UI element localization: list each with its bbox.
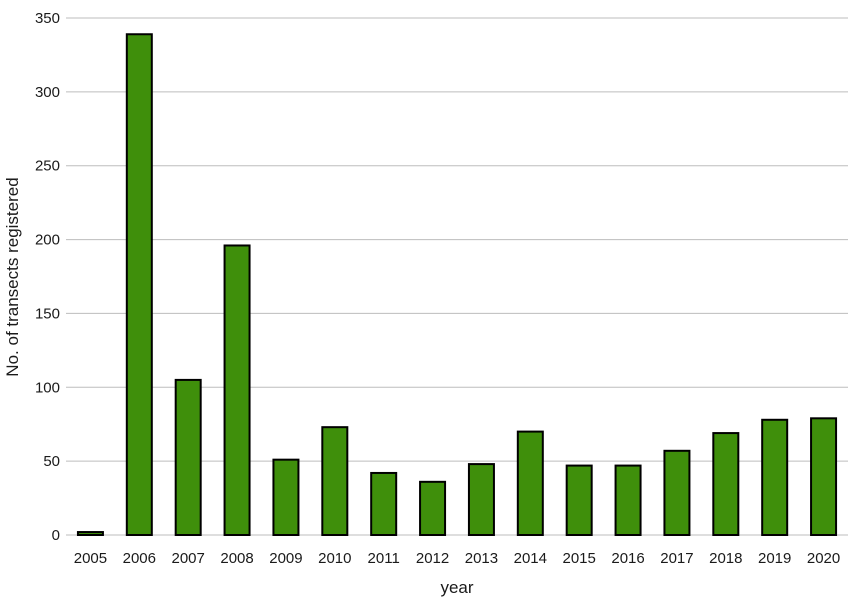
bar-2005 [76,531,104,537]
y-axis-ticks: 0 50 100 150 200 250 300 350 [35,10,60,544]
bar-2015 [565,464,593,536]
x-tick-label: 2017 [660,550,693,567]
x-tick-label: 2005 [74,550,107,567]
bar-2009 [272,458,300,536]
bar-2006 [125,33,153,537]
x-tick-label: 2009 [269,550,302,567]
bar-2011 [370,471,398,536]
y-tick-label: 150 [35,305,60,322]
bar-2008 [223,244,251,536]
x-axis-ticks: 2005 2006 2007 2008 2009 2010 2011 2012 2013 2014… [74,550,841,567]
x-axis-label: year [440,578,473,597]
x-tick-label: 2016 [611,550,644,567]
y-axis-label: No. of transects registered [3,177,22,376]
bar-2012 [419,480,447,536]
bar-2014 [516,430,544,537]
x-tick-label: 2020 [807,550,840,567]
x-tick-label: 2018 [709,550,742,567]
x-tick-label: 2011 [368,550,400,567]
x-tick-label: 2007 [172,550,205,567]
y-tick-label: 200 [35,232,60,249]
y-tick-label: 350 [35,10,60,27]
x-tick-label: 2014 [514,550,547,567]
x-tick-label: 2010 [318,550,351,567]
y-tick-label: 50 [43,453,60,470]
bar-2017 [663,449,691,536]
y-tick-label: 300 [35,84,60,101]
x-tick-label: 2015 [563,550,596,567]
bar-2007 [174,378,202,536]
bar-2019 [761,418,789,537]
x-tick-label: 2006 [123,550,156,567]
x-tick-label: 2008 [220,550,253,567]
y-tick-label: 0 [52,527,60,544]
bar-2016 [614,464,642,536]
bars [76,33,838,537]
bar-2010 [321,426,349,537]
x-tick-label: 2019 [758,550,791,567]
bar-2018 [712,432,740,537]
bar-2013 [467,463,495,536]
y-tick-label: 250 [35,158,60,175]
y-tick-label: 100 [35,379,60,396]
x-tick-label: 2013 [465,550,498,567]
x-tick-label: 2012 [416,550,449,567]
bar-2020 [810,417,838,537]
